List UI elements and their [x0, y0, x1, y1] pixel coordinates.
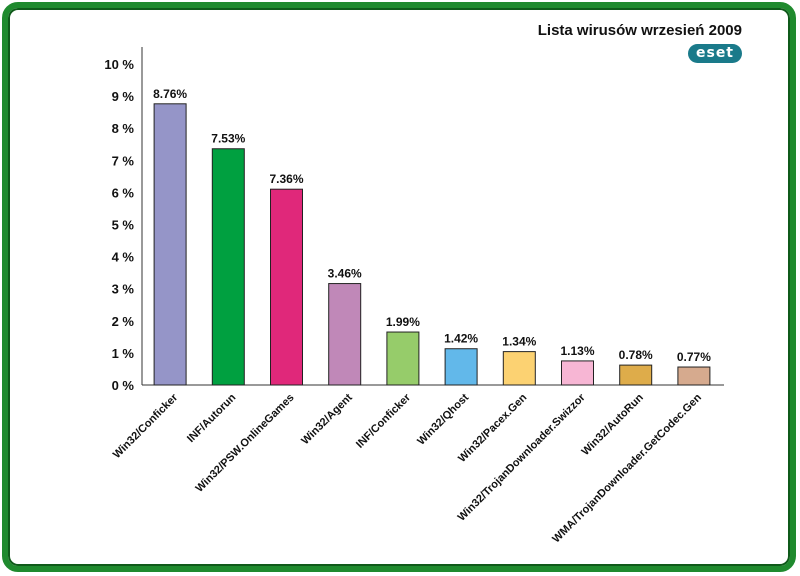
- bar-value-label: 8.76%: [153, 87, 187, 101]
- eset-logo: eset: [687, 44, 742, 63]
- bar: [502, 351, 536, 386]
- category-label: Win32/TrojanDownloader.Swizzor: [456, 391, 589, 524]
- bar: [444, 348, 478, 386]
- category-label: Win32/PSW.OnlineGames: [194, 392, 297, 495]
- category-label: INF/Conficker: [354, 391, 414, 451]
- bar: [386, 331, 420, 386]
- bar-value-label: 1.42%: [444, 332, 478, 346]
- category-label: INF/Autorun: [185, 391, 239, 445]
- bar-value-label: 1.99%: [386, 315, 420, 329]
- y-tick-label: 10 %: [104, 57, 134, 72]
- bar-value-label: 1.34%: [502, 335, 536, 349]
- chart-title: Lista wirusów wrzesień 2009: [537, 22, 742, 39]
- bar-value-label: 1.13%: [560, 344, 594, 358]
- y-tick-label: 1 %: [112, 346, 135, 361]
- bar-value-label: 7.36%: [269, 172, 303, 186]
- bar-value-label: 0.77%: [677, 350, 711, 364]
- y-tick-label: 3 %: [112, 282, 135, 297]
- y-tick-label: 8 %: [112, 121, 135, 136]
- bar-value-label: 7.53%: [211, 132, 245, 146]
- y-tick-label: 4 %: [112, 250, 135, 265]
- y-tick-label: 2 %: [112, 314, 135, 329]
- category-label: Win32/Qhost: [415, 391, 471, 447]
- bar: [561, 360, 594, 386]
- y-tick-label: 0 %: [112, 378, 135, 393]
- bar: [270, 188, 303, 386]
- bar-value-label: 0.78%: [619, 348, 653, 362]
- bar: [153, 103, 187, 386]
- category-label: Win32/Conficker: [111, 391, 181, 461]
- bar-value-label: 3.46%: [328, 267, 362, 281]
- y-tick-label: 6 %: [112, 185, 135, 200]
- category-label: Win32/AutoRun: [580, 391, 647, 458]
- bar: [677, 366, 711, 386]
- category-label: Win32/Agent: [299, 391, 355, 447]
- bar: [328, 283, 362, 386]
- bar: [211, 148, 245, 386]
- y-tick-label: 7 %: [112, 153, 135, 168]
- y-tick-label: 5 %: [112, 218, 135, 233]
- bar: [619, 364, 653, 386]
- y-tick-label: 9 %: [112, 89, 135, 104]
